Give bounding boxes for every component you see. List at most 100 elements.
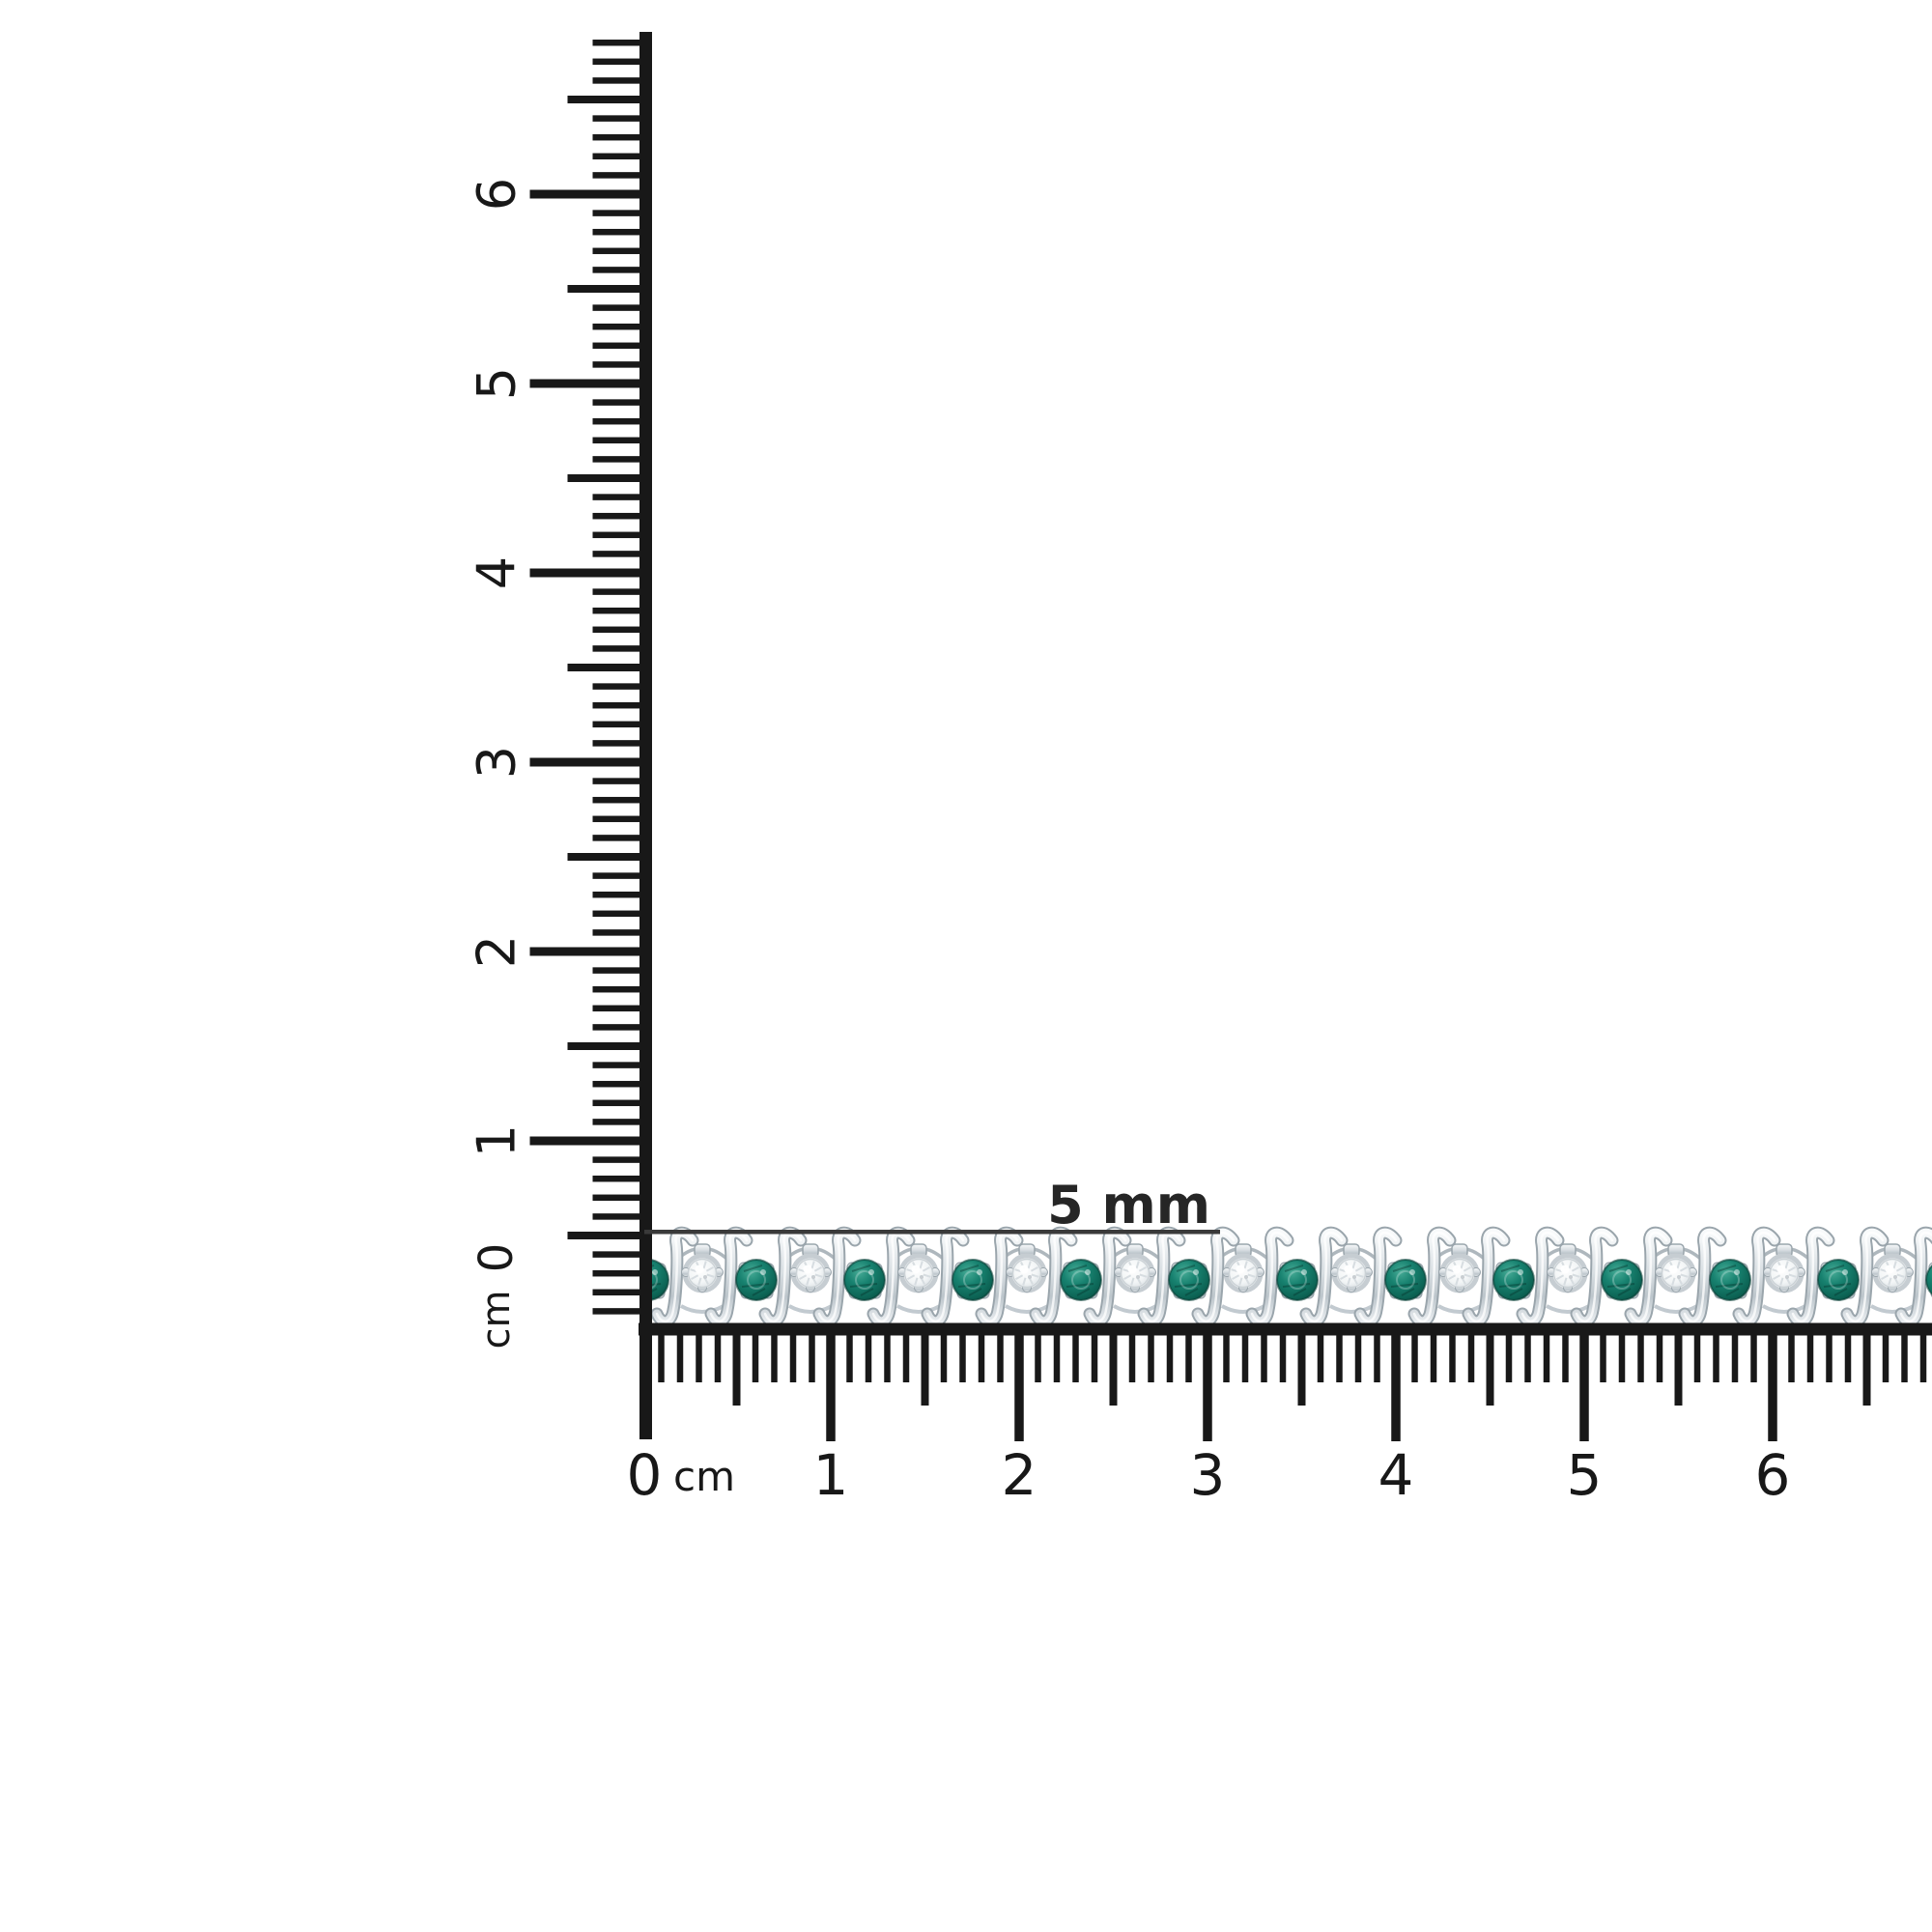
emerald-facets [1715, 1264, 1744, 1296]
vertical-ruler-tick [529, 757, 646, 767]
s-link-highlight [1737, 1232, 1776, 1322]
s-link-highlight [1196, 1232, 1236, 1322]
horizontal-ruler-tick [1128, 1329, 1136, 1382]
vertical-ruler-tick [592, 304, 646, 311]
vertical-ruler-axis [639, 32, 652, 1439]
emerald-glint [977, 1269, 982, 1275]
emerald-table [1612, 1270, 1632, 1290]
horizontal-ruler-tick [1091, 1329, 1098, 1382]
vertical-ruler-tick [592, 210, 646, 216]
basket-bottom [680, 1304, 724, 1314]
emerald-stone [1384, 1259, 1427, 1301]
horizontal-tick-label-3: 3 [1190, 1442, 1226, 1508]
vertical-ruler-tick [567, 474, 646, 482]
horizontal-ruler-tick [1449, 1329, 1456, 1382]
diamond-sparkle [1668, 1264, 1678, 1274]
emerald-glint [1626, 1269, 1632, 1275]
vertical-ruler-tick [592, 1062, 646, 1068]
emerald-table [1179, 1270, 1199, 1290]
vertical-zero-label: 0 [469, 1243, 524, 1273]
diamond-culet [1893, 1275, 1897, 1279]
horizontal-ruler-tick [809, 1329, 815, 1382]
horizontal-ruler: 0 cm 1 2 3 4 5 6 [627, 1322, 1932, 1508]
vertical-ruler-tick [592, 342, 646, 350]
vertical-ruler-tick [592, 551, 646, 557]
emerald-table [1720, 1270, 1740, 1290]
horizontal-ruler-tick [1674, 1329, 1683, 1406]
basket-bottom [896, 1304, 941, 1314]
vertical-ruler-tick [592, 607, 646, 614]
horizontal-ruler-tick [997, 1329, 1004, 1382]
basket-bottom [1546, 1304, 1590, 1314]
horizontal-tick-label-4: 4 [1378, 1442, 1414, 1508]
diamond-culet [1569, 1275, 1573, 1279]
vertical-ruler-tick [592, 967, 646, 974]
horizontal-ruler-tick [1072, 1329, 1079, 1382]
s-link-highlight [1791, 1232, 1831, 1322]
horizontal-ruler-tick [658, 1329, 665, 1382]
horizontal-ruler-tick [1241, 1329, 1249, 1382]
vertical-ruler-tick [592, 1308, 646, 1315]
horizontal-tick-label-2: 2 [1002, 1442, 1037, 1508]
diamond-sparkle [1885, 1264, 1894, 1274]
horizontal-ruler-tick [714, 1329, 722, 1382]
horizontal-ruler-tick [1806, 1329, 1814, 1382]
s-link-highlight [1466, 1232, 1506, 1322]
horizontal-ruler-tick [1713, 1329, 1719, 1382]
dimension-annotation: 5 mm [644, 1175, 1220, 1236]
emerald-table [963, 1270, 982, 1290]
diamond-culet [811, 1275, 815, 1279]
horizontal-ruler-tick [1844, 1329, 1852, 1382]
emerald-facets [1823, 1264, 1852, 1296]
vertical-ruler-tick [592, 721, 646, 728]
diamond-culet [1028, 1275, 1032, 1279]
emerald-stone [1817, 1259, 1860, 1301]
vertical-ruler-tick [529, 947, 646, 956]
vertical-ruler-tick [592, 778, 646, 784]
vertical-ruler-tick [592, 740, 646, 747]
horizontal-ruler-tick [846, 1329, 853, 1382]
horizontal-ruler-tick [1882, 1329, 1889, 1382]
horizontal-ruler-tick [1901, 1329, 1908, 1382]
s-link-highlight [1250, 1232, 1290, 1322]
vertical-ruler-tick [592, 417, 646, 425]
vertical-ruler-tick [567, 1232, 646, 1239]
vertical-ruler-tick [592, 58, 646, 66]
horizontal-ruler-tick [978, 1329, 985, 1382]
horizontal-ruler-tick [1185, 1329, 1192, 1382]
basket-bottom [1005, 1304, 1049, 1314]
diamond-stone [1120, 1258, 1151, 1289]
emerald-stone [1060, 1259, 1102, 1301]
horizontal-ruler-tick [1035, 1329, 1041, 1382]
vertical-ruler-tick [592, 512, 646, 520]
horizontal-ruler-tick [676, 1329, 684, 1382]
horizontal-tick-label-5: 5 [1567, 1442, 1603, 1508]
vertical-tick-label-4: 4 [467, 556, 527, 589]
horizontal-ruler-tick [1336, 1329, 1343, 1382]
horizontal-ruler-tick [1430, 1329, 1437, 1382]
vertical-ruler-tick [592, 77, 646, 84]
emerald-glint [868, 1269, 874, 1275]
vertical-ruler-tick [592, 1080, 646, 1088]
horizontal-ruler-tick [1919, 1329, 1927, 1382]
vertical-ruler-tick [592, 115, 646, 122]
horizontal-ruler-tick [1014, 1329, 1024, 1441]
emerald-stone [1276, 1259, 1319, 1301]
emerald-stone [1709, 1259, 1751, 1301]
horizontal-ruler-tick [1693, 1329, 1701, 1382]
vertical-ruler-tick [592, 910, 646, 918]
diamond-stone [687, 1258, 718, 1289]
emerald-table [1829, 1270, 1848, 1290]
horizontal-ruler-tick [1374, 1329, 1380, 1382]
emerald-table [1071, 1270, 1091, 1290]
horizontal-ruler-tick [1731, 1329, 1739, 1382]
horizontal-ruler-tick [1543, 1329, 1550, 1382]
horizontal-ruler-tick [1524, 1329, 1531, 1382]
emerald-table [1504, 1270, 1523, 1290]
horizontal-ruler-tick [902, 1329, 910, 1382]
horizontal-ruler-tick [940, 1329, 948, 1382]
emerald-table [747, 1270, 766, 1290]
vertical-ruler-tick [592, 645, 646, 652]
horizontal-ruler-tick [1467, 1329, 1475, 1382]
vertical-ruler-tick [592, 1119, 646, 1125]
